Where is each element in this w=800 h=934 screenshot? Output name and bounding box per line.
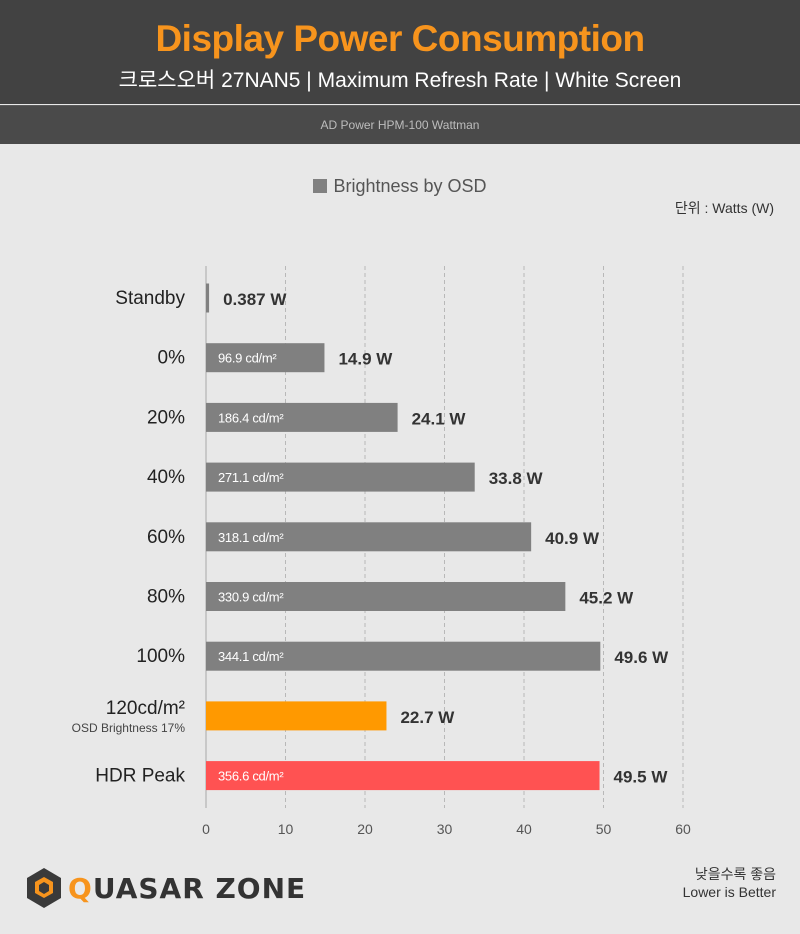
value-label: 24.1 W (412, 409, 467, 428)
luminance-label: 186.4 cd/m² (218, 410, 284, 425)
category-sublabel: OSD Brightness 17% (72, 721, 186, 735)
value-label: 49.6 W (614, 648, 669, 667)
x-tick-label: 40 (516, 821, 532, 837)
hexagon-logo-icon (27, 868, 61, 908)
value-label: 40.9 W (545, 529, 600, 548)
legend-swatch (313, 179, 328, 193)
legend: Brightness by OSD (0, 176, 800, 197)
x-tick-label: 20 (357, 821, 373, 837)
category-label: HDR Peak (95, 766, 185, 787)
legend-label: Brightness by OSD (333, 176, 487, 196)
category-label: Standby (115, 288, 185, 309)
category-label: 0% (158, 348, 186, 369)
lower-is-better-note: 낮을수록 좋음 Lower is Better (683, 865, 776, 901)
chart-subtitle: 크로스오버 27NAN5 | Maximum Refresh Rate | Wh… (118, 69, 682, 92)
note-english: Lower is Better (682, 884, 776, 900)
bar (206, 582, 566, 611)
quasarzone-logo: QUASAR ZONE (24, 866, 305, 910)
bar (206, 343, 325, 373)
value-label: 33.8 W (489, 469, 544, 488)
category-label: 120cd/m² (106, 698, 185, 719)
bar (206, 402, 398, 432)
bar (206, 462, 475, 492)
category-label: 60% (147, 527, 185, 548)
value-label: 45.2 W (579, 589, 634, 608)
x-tick-label: 50 (596, 821, 612, 837)
bar (206, 701, 387, 731)
value-label: 22.7 W (400, 708, 455, 727)
note-korean: 낮을수록 좋음 (694, 866, 776, 882)
luminance-label: 271.1 cd/m² (218, 470, 284, 485)
value-label: 49.5 W (614, 768, 669, 787)
chart-title: Display Power Consumption (155, 18, 645, 59)
luminance-label: 96.9 cd/m² (218, 351, 277, 366)
category-label: 80% (147, 587, 185, 608)
x-tick-label: 30 (437, 821, 453, 837)
unit-label: 단위 : Watts (W) (674, 200, 774, 216)
bar (206, 641, 601, 671)
luminance-label: 344.1 cd/m² (218, 649, 284, 664)
value-label: 0.387 W (223, 290, 287, 309)
category-label: 100% (136, 646, 185, 667)
category-label: 20% (147, 407, 185, 428)
bar (206, 283, 210, 313)
header: Display Power Consumption 크로스오버 27NAN5 |… (0, 0, 800, 104)
x-tick-label: 10 (278, 821, 294, 837)
value-label: 14.9 W (338, 350, 393, 369)
bar (206, 522, 532, 552)
x-tick-label: 60 (675, 821, 691, 837)
luminance-label: 356.6 cd/m² (218, 769, 284, 784)
luminance-label: 318.1 cd/m² (218, 530, 284, 545)
category-label: 40% (147, 467, 185, 488)
x-tick-label: 0 (202, 821, 210, 837)
luminance-label: 330.9 cd/m² (218, 590, 284, 605)
logo-text: QUASAR ZONE (68, 872, 307, 905)
source-label: AD Power HPM-100 Wattman (0, 105, 800, 144)
bar (206, 761, 600, 791)
